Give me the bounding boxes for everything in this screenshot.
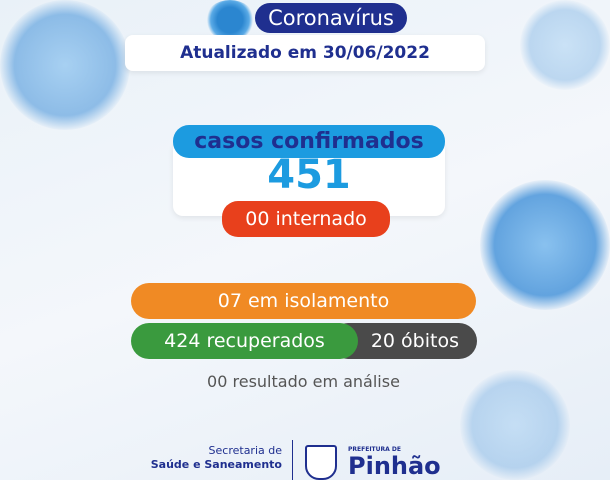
prefeitura-logo: PREFEITURA DE Pinhão	[348, 446, 441, 479]
title-banner: Coronavírus	[255, 3, 407, 33]
confirmed-value: 451	[267, 152, 351, 198]
updated-date: Atualizado em 30/06/2022	[180, 43, 430, 63]
secretaria-line1: Secretaria de	[208, 444, 282, 457]
crest-icon	[305, 445, 337, 480]
virus-decoration	[0, 0, 130, 130]
virus-decoration	[460, 370, 570, 480]
virus-decoration	[520, 0, 610, 90]
confirmed-label-text: casos confirmados	[194, 129, 424, 154]
deaths-text: 20 óbitos	[370, 330, 459, 352]
prefeitura-small: PREFEITURA DE	[348, 446, 401, 453]
hospitalized-pill: 00 internado	[222, 201, 390, 237]
secretaria-logo: Secretaria de Saúde e Saneamento	[150, 444, 282, 472]
prefeitura-name: Pinhão	[348, 452, 441, 480]
updated-box: Atualizado em 30/06/2022	[125, 35, 485, 71]
recovered-pill: 424 recuperados	[131, 323, 358, 359]
confirmed-label: casos confirmados	[173, 125, 445, 158]
virus-logo-icon	[205, 0, 255, 40]
virus-decoration	[480, 180, 610, 310]
title: Coronavírus	[268, 6, 394, 30]
isolation-pill: 07 em isolamento	[131, 283, 476, 319]
pending-text: 00 resultado em análise	[207, 372, 400, 391]
deaths-pill: 20 óbitos	[330, 323, 477, 359]
secretaria-line2: Saúde e Saneamento	[150, 458, 282, 471]
footer-divider	[292, 440, 293, 480]
